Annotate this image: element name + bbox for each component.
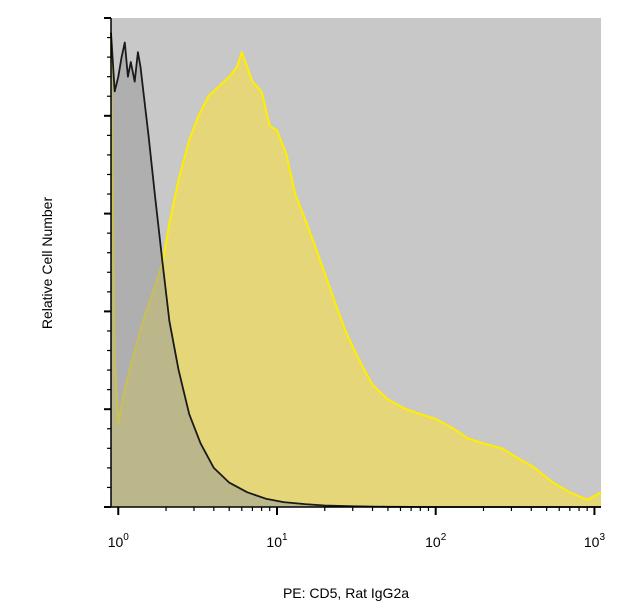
x-tick-label: 103 <box>584 532 606 550</box>
x-axis-label: PE: CD5, Rat IgG2a <box>283 585 409 601</box>
x-tick-label-base: 10 <box>266 534 282 550</box>
x-tick-label-base: 10 <box>584 534 600 550</box>
ticks-layer: 100 101 102 103 <box>108 532 606 550</box>
x-tick-label: 101 <box>266 532 288 550</box>
axes-layer <box>104 17 601 515</box>
x-tick-label-base: 10 <box>425 534 441 550</box>
series-line-isotype-control <box>110 32 601 508</box>
y-axis-label: Relative Cell Number <box>39 197 55 330</box>
x-tick-label: 100 <box>108 532 130 550</box>
x-tick-label-exponent: 2 <box>441 532 447 543</box>
x-tick-label-exponent: 3 <box>599 532 605 543</box>
x-tick-label-exponent: 0 <box>123 532 129 543</box>
x-tick-label-exponent: 1 <box>282 532 288 543</box>
x-tick-label-base: 10 <box>108 534 124 550</box>
series-area-isotype-control <box>111 32 601 507</box>
series-area-cd5-stained <box>111 32 601 507</box>
x-tick-label: 102 <box>425 532 447 550</box>
series-layer <box>110 32 602 508</box>
